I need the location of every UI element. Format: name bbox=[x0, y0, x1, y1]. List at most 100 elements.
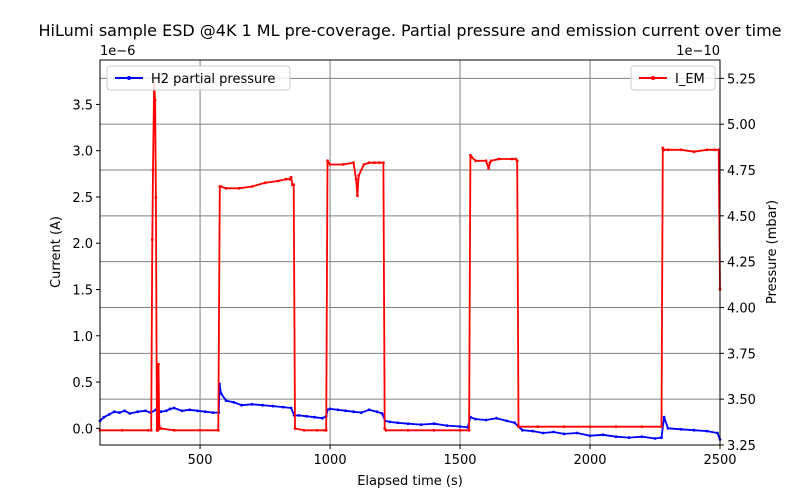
chart-title: HiLumi sample ESD @4K 1 ML pre-coverage.… bbox=[38, 21, 781, 40]
x-axis-label: Elapsed time (s) bbox=[357, 474, 463, 489]
data-point bbox=[445, 424, 449, 427]
legend-label: H2 partial pressure bbox=[151, 72, 275, 87]
data-point bbox=[302, 428, 306, 432]
left-tick-label: 0.5 bbox=[72, 376, 93, 391]
data-point bbox=[196, 409, 199, 413]
left-y-axis-label: Current (A) bbox=[49, 216, 64, 288]
data-point bbox=[102, 415, 106, 419]
data-point bbox=[271, 404, 275, 408]
data-point bbox=[367, 161, 371, 165]
data-point bbox=[362, 163, 366, 166]
data-point bbox=[315, 428, 319, 432]
data-point bbox=[281, 405, 285, 409]
data-point bbox=[372, 161, 376, 165]
plot-frame bbox=[99, 59, 721, 446]
data-point bbox=[224, 186, 228, 190]
right-tick-label: 5.25 bbox=[727, 72, 756, 87]
legend-h2: H2 partial pressure bbox=[106, 65, 291, 91]
data-point bbox=[157, 362, 160, 366]
data-point bbox=[136, 410, 140, 414]
data-point bbox=[513, 421, 516, 425]
data-point bbox=[198, 428, 202, 432]
data-point bbox=[344, 409, 348, 413]
data-point bbox=[112, 410, 116, 414]
x-tick-label: 1500 bbox=[443, 453, 476, 468]
data-point bbox=[336, 408, 340, 412]
left-tick-label: 3.0 bbox=[72, 145, 93, 160]
data-point bbox=[380, 412, 384, 415]
data-point bbox=[627, 436, 631, 439]
data-point bbox=[357, 174, 361, 177]
data-point bbox=[705, 148, 709, 152]
data-point bbox=[305, 414, 309, 418]
data-point bbox=[660, 436, 663, 439]
data-point bbox=[324, 428, 328, 432]
x-tick-label: 2000 bbox=[573, 453, 606, 468]
data-point bbox=[188, 408, 192, 412]
data-point bbox=[484, 418, 488, 422]
data-point bbox=[224, 399, 228, 402]
data-point bbox=[510, 157, 514, 161]
legend-iem: I_EM bbox=[630, 65, 716, 91]
data-point bbox=[575, 431, 579, 435]
data-point bbox=[474, 417, 477, 421]
data-point bbox=[180, 409, 184, 413]
data-point bbox=[341, 163, 345, 166]
data-point bbox=[219, 391, 223, 395]
data-point bbox=[662, 415, 666, 419]
data-point bbox=[292, 183, 296, 187]
data-point bbox=[150, 238, 154, 242]
left-tick-label: 3.5 bbox=[72, 98, 93, 113]
data-point bbox=[120, 428, 124, 432]
right-tick-label: 4.75 bbox=[727, 164, 756, 179]
right-tick-label: 3.25 bbox=[727, 439, 756, 454]
data-point bbox=[495, 416, 498, 420]
data-point bbox=[232, 401, 236, 404]
data-point bbox=[172, 406, 176, 410]
data-point bbox=[250, 185, 254, 188]
data-point bbox=[168, 407, 172, 411]
data-point bbox=[154, 196, 158, 199]
data-point bbox=[601, 433, 605, 437]
right-tick-label: 3.50 bbox=[727, 393, 756, 408]
data-point bbox=[388, 420, 392, 424]
legend-marker bbox=[127, 76, 131, 80]
data-point bbox=[474, 159, 477, 163]
right-tick-label: 4.00 bbox=[727, 302, 756, 317]
data-point bbox=[289, 406, 293, 410]
data-point bbox=[293, 427, 297, 430]
data-point bbox=[326, 159, 329, 163]
data-point bbox=[692, 428, 696, 432]
data-point bbox=[396, 421, 400, 425]
legend-marker bbox=[651, 76, 655, 80]
data-point bbox=[505, 419, 509, 423]
left-tick-label: 0.0 bbox=[72, 422, 93, 437]
legend-box bbox=[630, 65, 716, 91]
data-point bbox=[263, 181, 267, 185]
data-point bbox=[276, 179, 280, 183]
series-line bbox=[99, 382, 721, 440]
left-axis-offset-text: 1e−6 bbox=[100, 44, 135, 59]
data-point bbox=[588, 434, 592, 438]
x-tick-label: 2500 bbox=[703, 453, 736, 468]
data-point bbox=[375, 410, 379, 414]
data-point bbox=[470, 155, 474, 159]
right-tick-label: 5.00 bbox=[727, 118, 756, 133]
data-point bbox=[467, 428, 471, 432]
data-point bbox=[240, 403, 244, 407]
data-point bbox=[107, 413, 111, 416]
data-point bbox=[692, 150, 696, 154]
data-point bbox=[588, 425, 592, 429]
legend-label: I_EM bbox=[675, 72, 705, 87]
data-point bbox=[716, 431, 719, 435]
data-point bbox=[531, 429, 535, 433]
data-point bbox=[356, 194, 359, 198]
data-point bbox=[211, 411, 215, 414]
right-axis-offset-text: 1e−10 bbox=[676, 44, 720, 59]
data-point bbox=[458, 425, 462, 428]
data-point bbox=[406, 422, 410, 426]
data-point bbox=[219, 185, 223, 188]
data-point bbox=[458, 428, 462, 432]
